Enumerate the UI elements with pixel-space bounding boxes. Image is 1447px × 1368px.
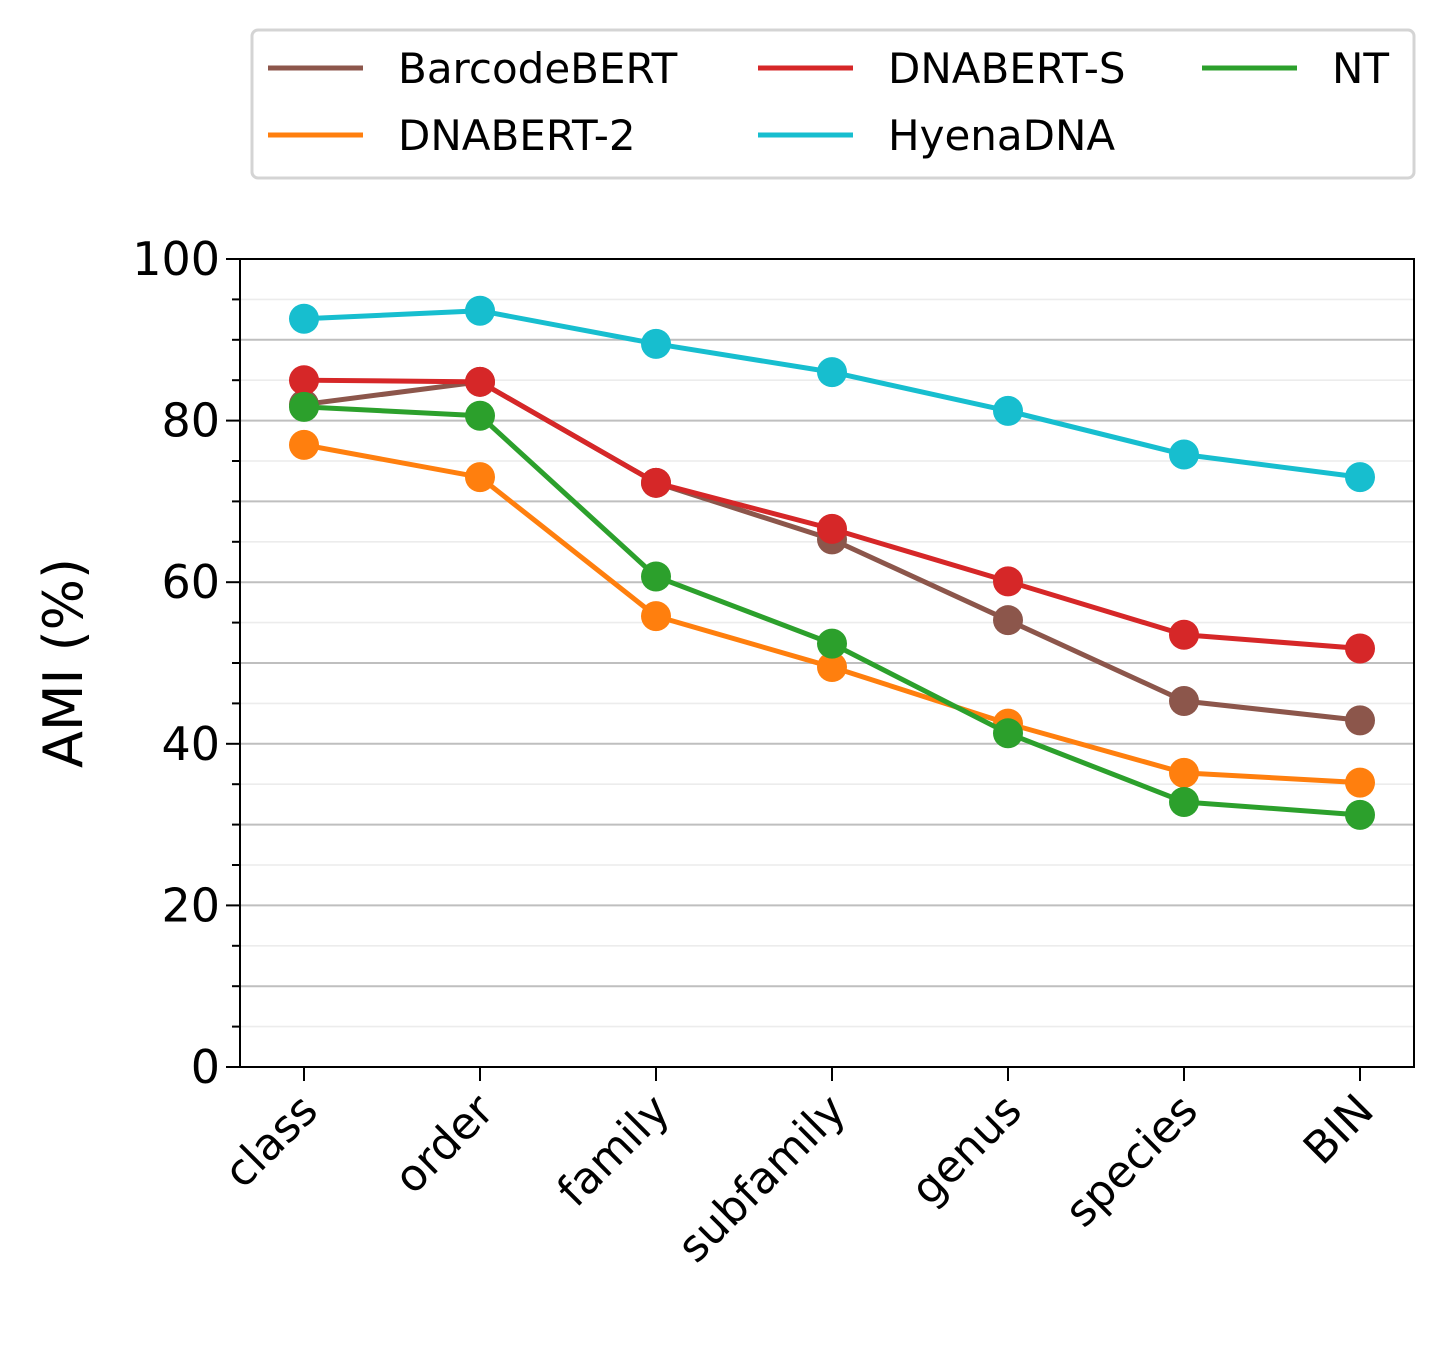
legend-label: BarcodeBERT bbox=[398, 44, 678, 93]
y-tick-label: 40 bbox=[161, 717, 220, 771]
data-point bbox=[1345, 767, 1375, 798]
legend: BarcodeBERT DNABERT-2 DNABERT-S HyenaDNA NT bbox=[250, 28, 1416, 180]
y-tick-label: 20 bbox=[161, 878, 220, 932]
legend-item: NT bbox=[1202, 44, 1389, 93]
legend-item: DNABERT-S bbox=[758, 44, 1126, 93]
data-point bbox=[289, 391, 319, 422]
legend-item: DNABERT-2 bbox=[268, 111, 636, 160]
data-point bbox=[1169, 619, 1199, 650]
data-point bbox=[817, 652, 847, 683]
data-point bbox=[289, 365, 319, 396]
data-point bbox=[641, 601, 671, 632]
y-tick-label: 80 bbox=[161, 394, 220, 448]
data-point bbox=[465, 366, 495, 397]
legend-label: DNABERT-S bbox=[888, 44, 1126, 93]
series-hyenadna bbox=[289, 295, 1375, 493]
legend-label: HyenaDNA bbox=[888, 111, 1115, 160]
data-point bbox=[817, 628, 847, 659]
data-point bbox=[1169, 757, 1199, 788]
data-point bbox=[641, 328, 671, 359]
data-point bbox=[993, 566, 1023, 597]
data-point bbox=[465, 295, 495, 326]
series-dnabert-s bbox=[289, 365, 1375, 664]
series-nt bbox=[289, 391, 1375, 830]
series-dnabert-2 bbox=[289, 429, 1375, 798]
y-tick-label: 100 bbox=[132, 232, 220, 286]
data-point bbox=[289, 429, 319, 460]
data-point bbox=[641, 561, 671, 592]
data-point bbox=[1345, 705, 1375, 736]
data-point bbox=[993, 605, 1023, 636]
legend-frame bbox=[250, 28, 1416, 180]
data-point bbox=[289, 303, 319, 334]
data-point bbox=[817, 357, 847, 388]
legend-label: NT bbox=[1332, 44, 1389, 93]
data-point bbox=[1345, 799, 1375, 830]
data-point bbox=[465, 462, 495, 493]
data-point bbox=[993, 395, 1023, 426]
data-point bbox=[641, 467, 671, 498]
y-tick-label: 60 bbox=[161, 555, 220, 609]
data-point bbox=[1169, 439, 1199, 470]
y-tick-label: 0 bbox=[191, 1040, 220, 1094]
data-point bbox=[817, 513, 847, 544]
data-point bbox=[1345, 633, 1375, 664]
y-axis: 0 20 40 60 80 100 bbox=[132, 232, 240, 1094]
data-point bbox=[993, 718, 1023, 749]
data-point bbox=[465, 400, 495, 431]
y-axis-label: AMI (%) bbox=[32, 558, 95, 768]
data-point bbox=[1169, 685, 1199, 716]
data-point bbox=[1169, 786, 1199, 817]
legend-item: BarcodeBERT bbox=[268, 44, 678, 93]
series-layer bbox=[289, 295, 1375, 830]
legend-item: HyenaDNA bbox=[758, 111, 1115, 160]
legend-label: DNABERT-2 bbox=[398, 111, 636, 160]
data-point bbox=[1345, 462, 1375, 493]
